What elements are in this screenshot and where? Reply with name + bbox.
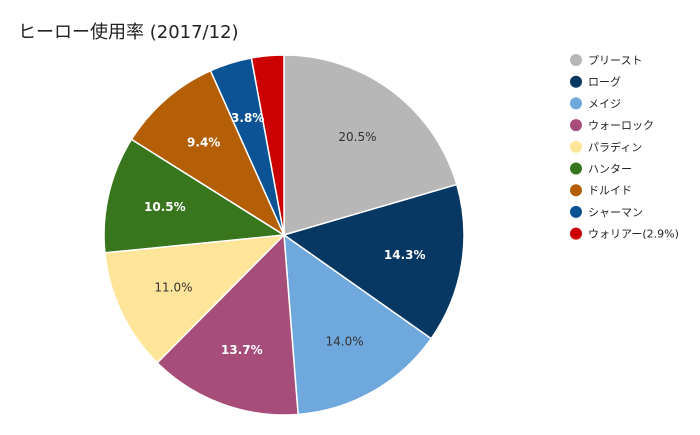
legend-swatch [570, 75, 582, 88]
pie-data-label: 3.8% [231, 111, 264, 125]
pie-data-label: 20.5% [338, 130, 376, 144]
pie-slices [103, 54, 465, 416]
legend-item[interactable]: シャーマン [570, 205, 643, 219]
legend-swatch [570, 119, 582, 132]
legend: プリーストローグメイジウォーロックパラディンハンタードルイドシャーマンウォリアー… [570, 54, 679, 241]
legend-item[interactable]: ドルイド [570, 184, 632, 197]
pie-data-label: 14.0% [326, 334, 364, 348]
legend-item[interactable]: ウォリアー(2.9%) [570, 227, 679, 241]
legend-label: ローグ [588, 75, 621, 89]
legend-item[interactable]: メイジ [570, 97, 621, 110]
legend-item[interactable]: パラディン [570, 140, 642, 154]
legend-swatch [570, 205, 582, 218]
legend-item[interactable]: ウォーロック [570, 119, 654, 132]
legend-swatch [570, 54, 582, 66]
legend-swatch [570, 227, 582, 240]
pie-data-labels: 20.5% 14.3% 14.0% 13.7% 11.0% 10.5% 9.4% 3.8% [144, 111, 426, 357]
pie-data-label: 14.3% [384, 248, 426, 262]
pie-slice[interactable] [104, 234, 287, 364]
legend-swatch [570, 184, 582, 197]
legend-item[interactable]: ハンター [570, 162, 632, 176]
legend-swatch [570, 140, 582, 153]
pie-slice[interactable] [156, 233, 299, 416]
legend-label: パラディン [588, 140, 642, 154]
pie-data-label: 11.0% [154, 281, 192, 295]
pie-data-label: 13.7% [221, 343, 263, 357]
legend-label: ウォーロック [588, 119, 654, 132]
legend-label: ドルイド [588, 184, 632, 197]
pie-slice[interactable] [282, 183, 465, 340]
legend-swatch [570, 97, 582, 110]
legend-label: メイジ [588, 97, 621, 110]
legend-label: シャーマン [588, 206, 643, 219]
chart-title: ヒーロー使用率 (2017/12) [18, 22, 239, 43]
pie-slice[interactable] [250, 54, 285, 236]
legend-item[interactable]: プリースト [570, 54, 642, 67]
legend-label: プリースト [588, 54, 642, 67]
pie-data-label: 9.4% [187, 136, 220, 150]
pie-slice[interactable] [283, 54, 458, 237]
pie-slice[interactable] [103, 138, 287, 254]
pie-slice[interactable] [283, 233, 433, 416]
legend-label: ウォリアー(2.9%) [588, 228, 679, 241]
legend-swatch [570, 162, 582, 175]
pie-slice[interactable] [130, 69, 286, 237]
pie-data-label: 10.5% [144, 200, 186, 214]
legend-label: ハンター [588, 163, 632, 176]
legend-item[interactable]: ローグ [570, 75, 621, 89]
